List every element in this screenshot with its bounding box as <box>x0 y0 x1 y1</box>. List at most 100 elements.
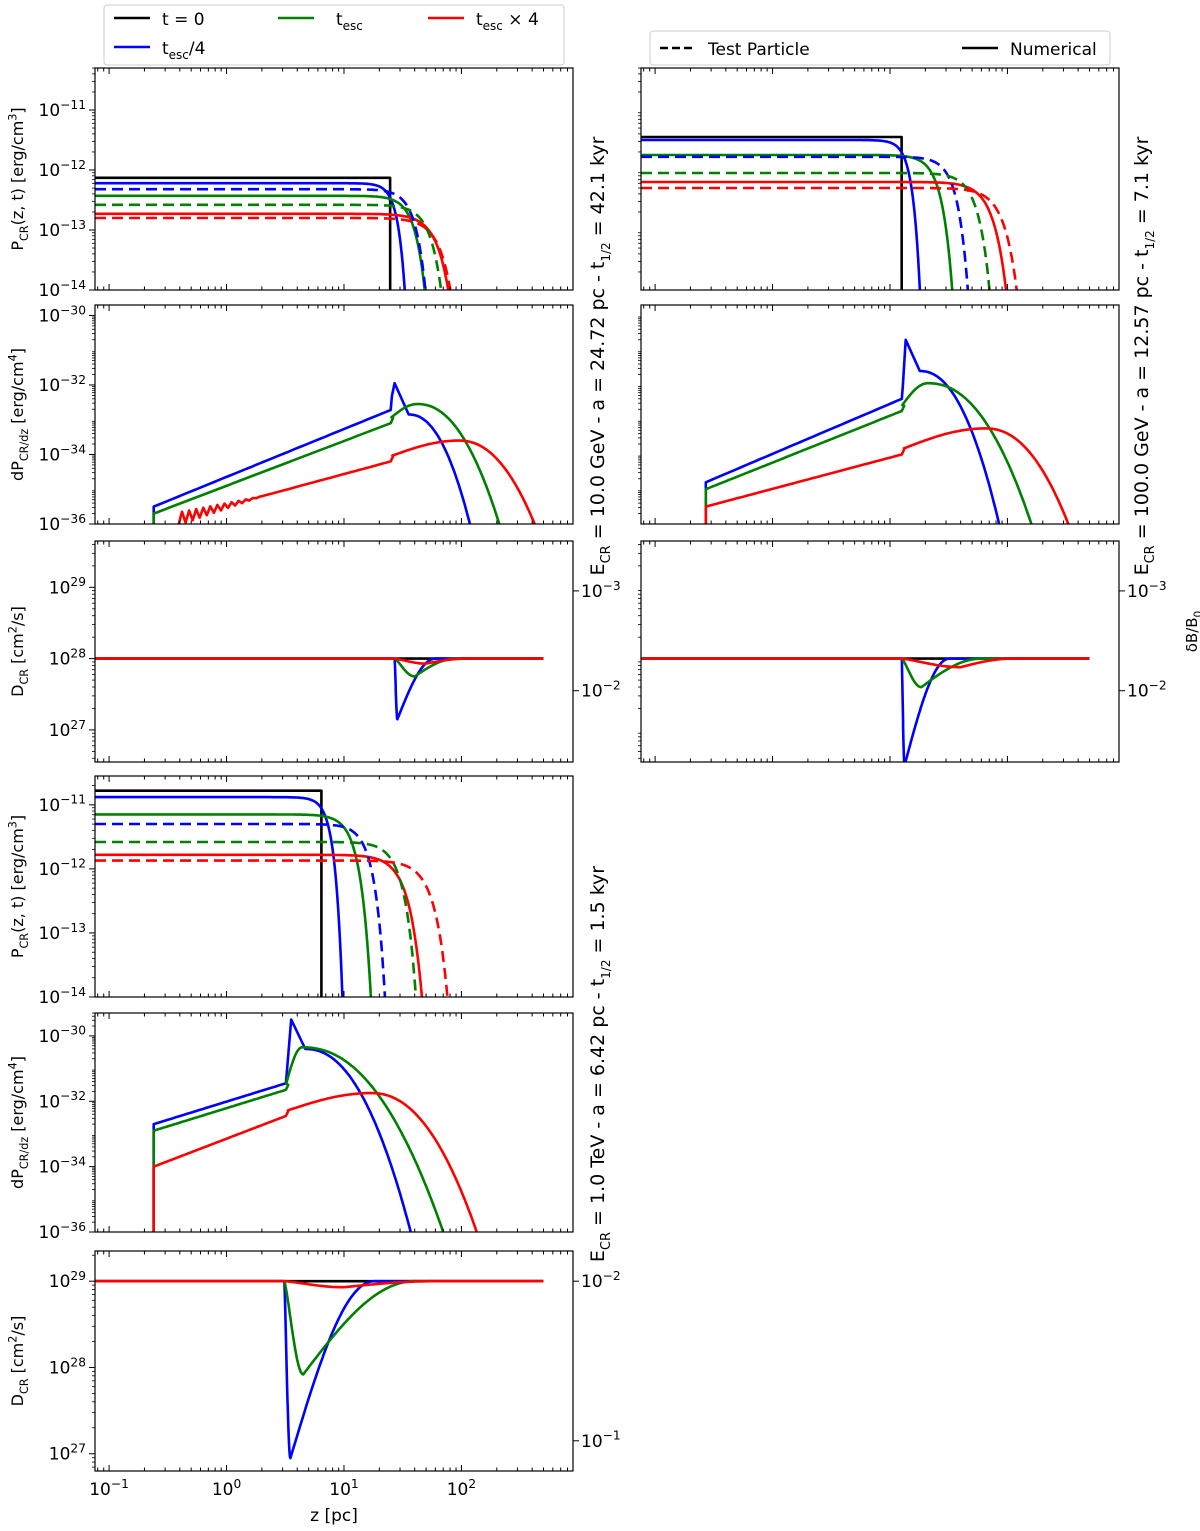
y-tick-label: 1028 <box>49 1355 86 1378</box>
y-tick-label: 1028 <box>49 646 86 669</box>
chart-g100: 10−3 10−2 δB/B0 ECR = 100.0 GeV - a = 12.57… <box>638 67 1200 763</box>
x-axis-label: z [pc] <box>310 1506 358 1526</box>
series-blue <box>95 657 544 721</box>
right-tick-label: 10−2 <box>581 1269 621 1292</box>
series-green <box>152 402 501 524</box>
panel-g100-db: 10−3 10−2 δB/B0 <box>638 540 1200 763</box>
side-title-g100: ECR = 100.0 GeV - a = 12.57 pc - t1/2 = … <box>1131 136 1158 575</box>
series-green <box>95 813 373 997</box>
panel-frame <box>640 540 1120 763</box>
series-red <box>95 853 424 997</box>
y-tick-label: 10−14 <box>39 278 87 301</box>
y-axis-label-dcr: DCR [cm2/s] <box>7 606 31 697</box>
legend-label-numerical: Numerical <box>1010 40 1097 60</box>
panel-frame <box>640 304 1120 525</box>
series-red-dashed <box>95 859 449 997</box>
y-axis-label-pcr: PCR(z, t) [erg/cm3] <box>7 815 31 958</box>
series-green <box>704 381 1033 524</box>
plot-area <box>641 135 1019 290</box>
panel-frame <box>94 1012 574 1233</box>
series-blue <box>152 381 472 524</box>
series-red <box>704 427 1070 524</box>
panel-g10-dpdz: 10−30 10−32 10−34 10−36 dPCR/dz [erg/cm4] <box>7 303 574 535</box>
panel-g10-p: 10−11 10−12 10−13 10−14 PCR(z, t) [erg/cm3] <box>7 67 574 301</box>
y-tick-label: 10−34 <box>39 1154 87 1177</box>
y-tick-label: 1029 <box>49 575 86 598</box>
series-green-dashed <box>95 840 418 997</box>
panel-frame <box>94 304 574 525</box>
panel-frame <box>94 775 574 998</box>
y-tick-label: 1029 <box>49 1269 86 1292</box>
panel-frame <box>94 540 574 763</box>
y-tick-label: 10−14 <box>39 985 87 1008</box>
legend-time: t = 0 tesc/4 tesc tesc × 4 <box>103 4 565 66</box>
x-tick-label: 100 <box>212 1477 241 1500</box>
y-axis-label-dcr: DCR [cm2/s] <box>7 1316 31 1407</box>
series-red <box>95 212 450 290</box>
series-green-dashed <box>95 203 443 290</box>
plot-area <box>152 381 536 524</box>
series-blue <box>95 181 407 290</box>
series-blue-dashed <box>95 822 387 997</box>
y-axis-label-dpdz: dPCR/dz [erg/cm4] <box>7 1056 31 1189</box>
panel-g100-p <box>638 67 1120 291</box>
series-blue <box>95 1279 544 1460</box>
legend-label-test-particle: Test Particle <box>707 40 810 60</box>
side-title-g10: ECR = 10.0 GeV - a = 24.72 pc - t1/2 = 4… <box>587 136 614 575</box>
y-tick-label: 10−12 <box>39 857 86 880</box>
y-tick-label: 10−13 <box>39 218 86 241</box>
y-axis-label-pcr: PCR(z, t) [erg/cm3] <box>7 107 31 250</box>
plot-area <box>704 338 1070 524</box>
series-green <box>95 1279 544 1376</box>
panel-frame <box>94 1250 574 1472</box>
panel-g1000-dpdz: 10−30 10−32 10−34 10−36 dPCR/dz [erg/cm4] <box>7 1012 574 1243</box>
series-blue-dashed <box>95 187 427 290</box>
right-tick-label: 10−2 <box>581 679 621 702</box>
y-tick-label: 10−11 <box>39 98 86 121</box>
series-red <box>641 657 1090 669</box>
y-tick-label: 10−32 <box>39 373 86 396</box>
series-blue <box>704 338 1001 524</box>
series-black <box>95 176 392 290</box>
right-tick-label: 10−2 <box>1127 679 1167 702</box>
legend-label-t0: t = 0 <box>162 10 205 30</box>
y-tick-label: 10−32 <box>39 1089 86 1112</box>
x-tick-label: 102 <box>447 1477 476 1500</box>
series-black <box>641 135 903 290</box>
side-title-g1000: ECR = 1.0 TeV - a = 6.42 pc - t1/2 = 1.5… <box>587 866 614 1262</box>
series-red <box>95 657 544 665</box>
panel-g1000-d: 1029 1028 1027 10−2 10−1 DCR [cm2/s] <box>7 1250 621 1472</box>
y-tick-label: 10−12 <box>39 158 86 181</box>
series-red <box>95 1279 544 1289</box>
series-green <box>641 657 1090 689</box>
y-tick-label: 10−30 <box>39 303 86 326</box>
y-axis-label-db: δB/B0 <box>1183 611 1200 653</box>
series-green-dashed <box>641 171 991 290</box>
plot-area <box>95 657 544 721</box>
y-axis-label-dpdz: dPCR/dz [erg/cm4] <box>7 348 31 481</box>
series-blue <box>641 138 922 290</box>
x-tick-label: 10−1 <box>89 1477 129 1500</box>
series-red <box>177 439 536 524</box>
y-tick-label: 10−11 <box>39 793 86 816</box>
plot-area <box>95 789 449 997</box>
plot-area <box>95 1279 544 1460</box>
panel-g1000-p: 10−11 10−12 10−13 10−14 PCR(z, t) [erg/cm3] <box>7 775 574 1008</box>
series-black <box>95 789 323 997</box>
plot-area <box>95 176 452 290</box>
y-tick-label: 1027 <box>49 718 86 741</box>
series-red-dashed <box>95 216 452 290</box>
series-red <box>641 180 1008 290</box>
panel-g10-d: 1029 1028 1027 10−3 10−2 DCR [cm2/s] <box>7 540 621 763</box>
series-green <box>641 153 954 290</box>
series-blue-dashed <box>641 155 970 290</box>
series-blue <box>95 795 344 997</box>
series-green <box>95 657 544 678</box>
y-tick-label: 10−36 <box>39 1220 87 1243</box>
series-red <box>152 1091 478 1232</box>
series-red-dashed <box>641 186 1019 290</box>
right-tick-label: 10−3 <box>581 579 621 602</box>
